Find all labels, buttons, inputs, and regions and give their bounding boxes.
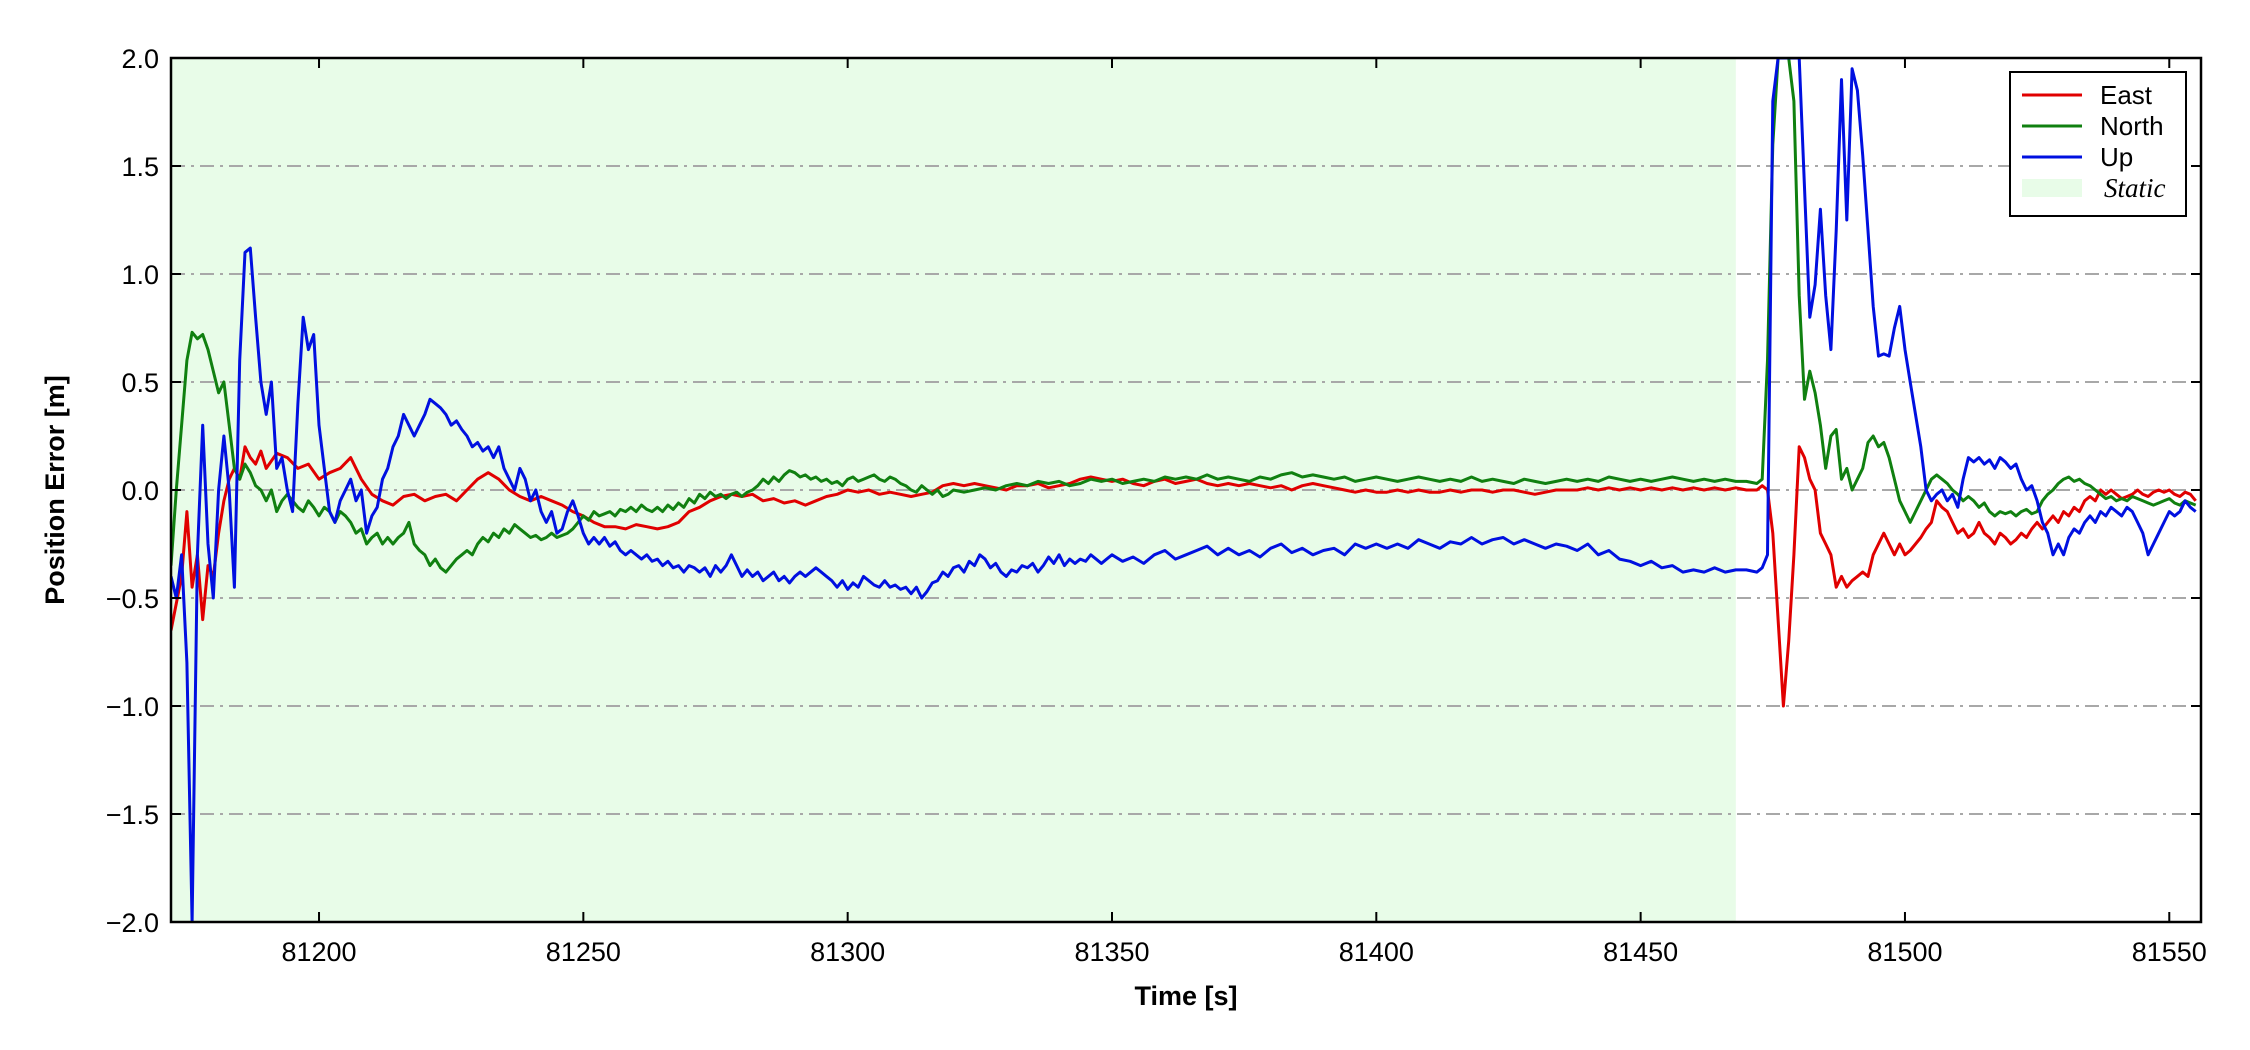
series-line-up bbox=[171, 58, 2197, 922]
y-axis-title: Position Error [m] bbox=[40, 375, 70, 605]
x-tick-label: 81450 bbox=[1603, 937, 1678, 967]
x-tick-label: 81500 bbox=[1867, 937, 1942, 967]
y-tick-label: 1.0 bbox=[121, 260, 159, 290]
legend-label-up: Up bbox=[2100, 142, 2133, 172]
legend-label-static: Static bbox=[2104, 173, 2166, 203]
y-tick-label: −1.5 bbox=[106, 800, 159, 830]
y-tick-label: −1.0 bbox=[106, 692, 159, 722]
x-tick-label: 81350 bbox=[1074, 937, 1149, 967]
y-tick-label: −0.5 bbox=[106, 584, 159, 614]
series-line-east bbox=[171, 445, 2197, 708]
x-tick-label: 81400 bbox=[1339, 937, 1414, 967]
series-lines bbox=[171, 58, 2197, 922]
y-tick-label: 2.0 bbox=[121, 44, 159, 74]
y-tick-label: 0.5 bbox=[121, 368, 159, 398]
x-tick-label: 81250 bbox=[546, 937, 621, 967]
y-tick-label: −2.0 bbox=[106, 908, 159, 938]
series-line-north bbox=[171, 58, 2197, 574]
grid-lines bbox=[171, 165, 2201, 815]
y-tick-label: 0.0 bbox=[121, 476, 159, 506]
legend-swatch-static bbox=[2022, 179, 2082, 197]
legend-label-east: East bbox=[2100, 80, 2153, 110]
y-tick-label: 1.5 bbox=[121, 152, 159, 182]
legend-label-north: North bbox=[2100, 111, 2164, 141]
x-tick-label: 81200 bbox=[281, 937, 356, 967]
axis-ticks: −2.0 −1.5 −1.0 −0.5 0.0 0.5 1.0 1.5 2.0 81200 8125… bbox=[106, 44, 2207, 967]
x-axis-title: Time [s] bbox=[1134, 981, 1237, 1011]
x-tick-label: 81300 bbox=[810, 937, 885, 967]
x-tick-label: 81550 bbox=[2132, 937, 2207, 967]
